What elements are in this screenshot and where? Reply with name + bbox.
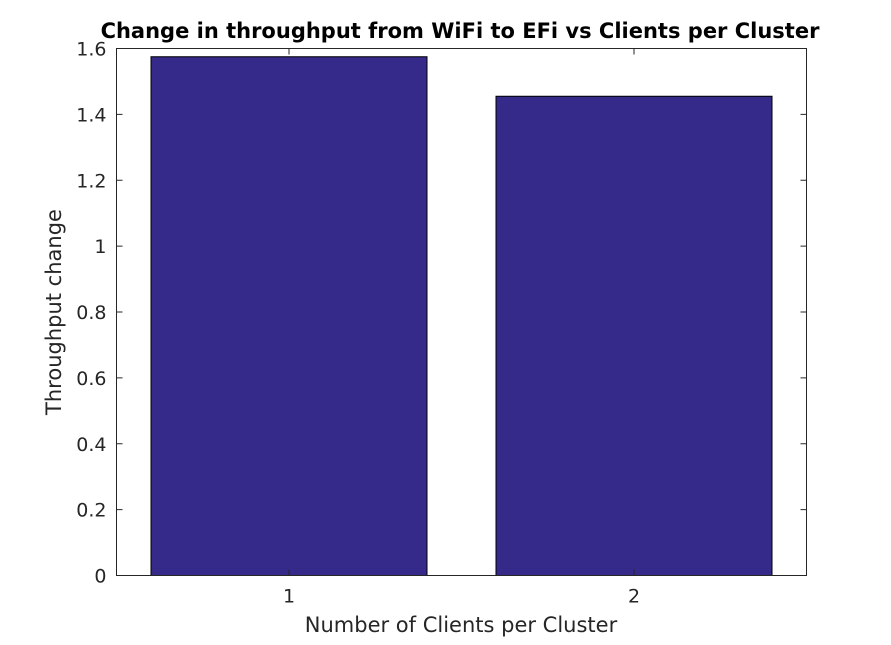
y-tick-label: 1 (94, 236, 106, 258)
y-tick-label: 1.2 (76, 170, 106, 192)
x-tick-label: 2 (628, 586, 640, 608)
y-tick-label: 0.8 (76, 302, 106, 324)
bar-1 (150, 56, 428, 576)
y-tick-label: 0.6 (76, 368, 106, 390)
y-axis-ticks: 0 0.2 0.4 0.6 0.8 1 1.2 1.4 1.6 (76, 39, 807, 588)
bar-2 (495, 95, 773, 577)
x-axis-label: Number of Clients per Cluster (305, 613, 618, 637)
bars-group (150, 56, 773, 577)
y-tick-label: 1.6 (76, 39, 106, 61)
y-axis-label: Throughput change (42, 209, 66, 416)
chart-title: Change in throughput from WiFi to EFi vs… (101, 19, 821, 43)
y-tick-label: 0 (94, 566, 106, 588)
y-tick-label: 0.4 (76, 434, 106, 456)
x-tick-label: 1 (283, 586, 295, 608)
y-tick-label: 0.2 (76, 500, 106, 522)
y-tick-label: 1.4 (76, 104, 106, 126)
